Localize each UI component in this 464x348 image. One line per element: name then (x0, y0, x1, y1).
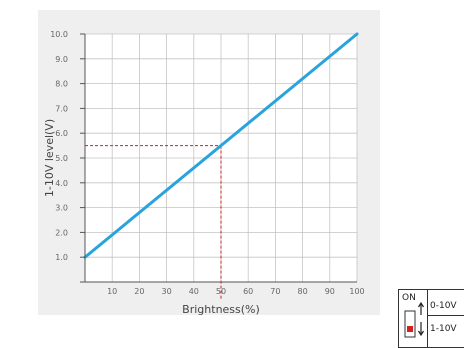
y-tick-label: 3.0 (55, 204, 68, 213)
x-tick-label: 10 (107, 287, 117, 296)
switch-on-label: ON (402, 293, 416, 303)
y-tick-label: 8.0 (55, 80, 68, 89)
x-tick-label: 80 (298, 287, 308, 296)
y-tick-label: 10.0 (50, 30, 68, 39)
x-tick-label: 60 (243, 287, 253, 296)
y-tick-label: 9.0 (55, 55, 68, 64)
x-tick-label: 90 (325, 287, 335, 296)
x-tick-label: 100 (349, 287, 364, 296)
y-tick-label: 5.0 (55, 154, 68, 163)
y-tick-label: 6.0 (55, 129, 68, 138)
tick-labels: 10 20 30 40 50 60 70 80 90 100 1.0 2.0 3.0 4.0 5.0 6.0 7… (50, 30, 364, 296)
switch-option-1-10v: 1-10V (430, 324, 457, 334)
x-axis-label: Brightness(%) (182, 303, 260, 316)
switch-option-0-10v: 0-10V (430, 301, 457, 311)
reference-lines (85, 145, 222, 300)
y-tick-label: 7.0 (55, 104, 68, 113)
dip-switch-panel: ON 0-10V 1-10V (398, 289, 464, 348)
series-layer (83, 32, 359, 259)
switch-knob (407, 326, 413, 332)
axes (80, 33, 357, 283)
series-line (83, 32, 359, 259)
y-axis-label: 1-10V level(V) (43, 119, 56, 197)
x-tick-label: 70 (270, 287, 280, 296)
y-tick-label: 1.0 (55, 253, 68, 262)
y-tick-label: 2.0 (55, 228, 68, 237)
x-tick-label: 20 (134, 287, 144, 296)
arrow-up-icon (417, 301, 425, 315)
arrow-down-icon (417, 322, 425, 337)
x-tick-label: 50 (216, 287, 226, 296)
switch-slot (404, 310, 416, 338)
x-tick-label: 40 (189, 287, 199, 296)
x-tick-label: 30 (162, 287, 172, 296)
y-tick-label: 4.0 (55, 179, 68, 188)
